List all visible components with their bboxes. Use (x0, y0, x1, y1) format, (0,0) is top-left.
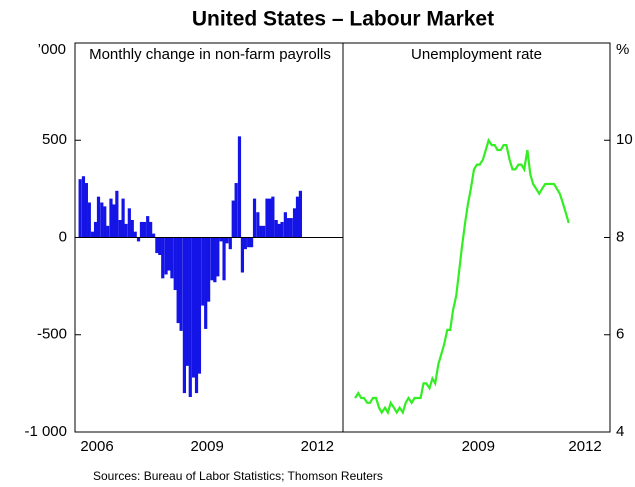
bar (84, 183, 88, 238)
bar (109, 198, 113, 238)
bar (103, 206, 107, 238)
bar (295, 196, 300, 238)
bar (277, 223, 281, 238)
bar (240, 237, 245, 273)
bar (252, 198, 257, 238)
bar (197, 237, 202, 374)
y-tick-label: 6 (616, 326, 624, 343)
bar (213, 237, 217, 283)
bar (121, 198, 125, 238)
bar (280, 221, 284, 238)
y-tick-label: -1 000 (24, 423, 67, 440)
bar (188, 237, 192, 397)
bar (283, 212, 287, 238)
bar (106, 225, 110, 238)
bar (201, 237, 205, 306)
y-tick-label: 10 (616, 131, 633, 148)
y-tick-label: 4 (616, 423, 624, 440)
bar (182, 237, 187, 394)
bar (256, 212, 260, 238)
y-unit: % (616, 41, 629, 58)
bar (286, 218, 290, 238)
bar (298, 190, 303, 238)
bar (243, 237, 247, 250)
bar (130, 219, 134, 238)
bar (133, 231, 137, 238)
chart-title: United States – Labour Market (192, 8, 494, 31)
panel-title: Monthly change in non-farm payrolls (89, 46, 331, 63)
bar (146, 216, 150, 238)
y-tick-label: 0 (59, 228, 67, 245)
bar (292, 208, 297, 238)
bar (225, 237, 229, 244)
bar (210, 237, 214, 281)
bar (262, 225, 266, 238)
bar (149, 221, 153, 238)
bar (219, 237, 223, 242)
bar (161, 237, 165, 279)
line (354, 137, 570, 416)
y-tick-label: -500 (37, 326, 67, 343)
bar (124, 223, 128, 238)
bar (216, 237, 220, 277)
x-tick-label: 2009 (462, 438, 495, 455)
bar (228, 237, 232, 250)
bar (173, 237, 177, 291)
bar (151, 233, 156, 238)
bar (167, 237, 171, 271)
bar (100, 202, 104, 238)
x-tick-label: 2012 (301, 438, 334, 455)
x-tick-label: 2009 (190, 438, 223, 455)
bar (91, 231, 95, 238)
bar (93, 221, 98, 238)
bar (274, 219, 278, 238)
bar (158, 237, 162, 256)
bar (289, 218, 293, 238)
bar (115, 190, 119, 238)
x-tick-label: 2006 (80, 438, 113, 455)
source-note: Sources: Bureau of Labor Statistics; Tho… (93, 469, 383, 483)
bar (127, 208, 131, 238)
bar (249, 237, 254, 248)
bar (142, 221, 146, 238)
bar (179, 237, 183, 331)
bar (176, 237, 180, 324)
bar (112, 204, 116, 238)
bar (87, 202, 91, 238)
bar (194, 237, 199, 394)
bar (271, 196, 275, 238)
bar (222, 237, 226, 281)
x-tick-label: 2012 (568, 438, 601, 455)
y-tick-label: 500 (42, 131, 67, 148)
bar (118, 219, 122, 238)
bar (207, 237, 211, 302)
bar (170, 237, 174, 279)
bar (259, 225, 263, 238)
bar (265, 198, 269, 238)
bar (204, 237, 208, 329)
bar (96, 196, 101, 238)
bar (234, 183, 238, 238)
bar (136, 237, 141, 242)
bar (164, 237, 168, 275)
bar (268, 198, 272, 238)
panel-title: Unemployment rate (411, 46, 542, 63)
bar (155, 237, 159, 254)
bar (237, 136, 242, 238)
bar (185, 237, 189, 366)
bar (191, 237, 196, 378)
bar (139, 221, 144, 238)
y-tick-label: 8 (616, 228, 624, 245)
bar (247, 237, 251, 248)
y-unit: ’000 (38, 41, 66, 58)
bar (231, 200, 235, 238)
bar (78, 179, 82, 238)
bar (81, 176, 86, 238)
